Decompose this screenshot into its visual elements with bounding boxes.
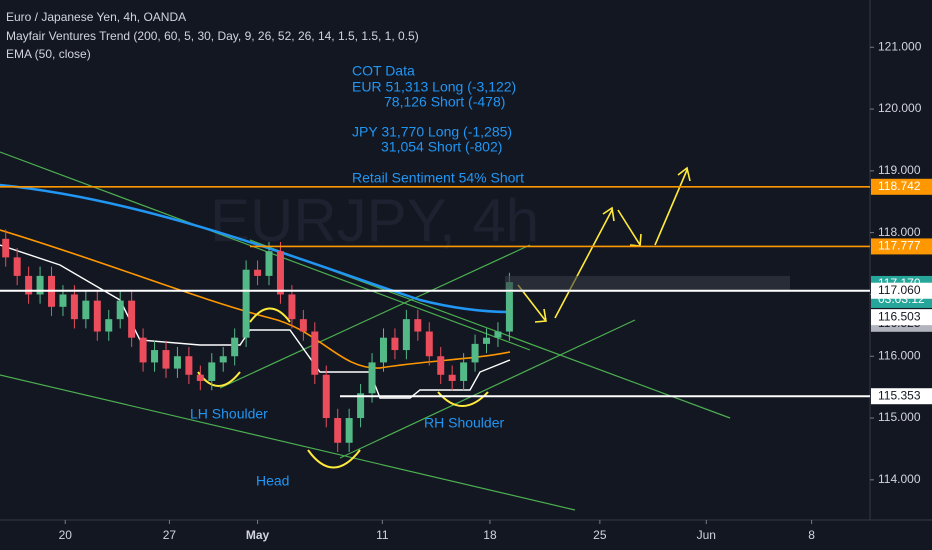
price-label-bg xyxy=(871,238,932,255)
indicator-label: Mayfair Ventures Trend (200, 60, 5, 30, … xyxy=(6,29,419,43)
candle-body xyxy=(70,294,78,320)
candle-body xyxy=(322,374,330,419)
level-band xyxy=(505,275,790,292)
candle-body xyxy=(391,337,399,351)
candle-body xyxy=(368,362,376,394)
candle-body xyxy=(242,269,250,338)
head-arc xyxy=(307,449,361,469)
x-tick-label: 11 xyxy=(376,528,389,542)
candle-body xyxy=(231,337,239,357)
trend-line xyxy=(0,151,531,351)
note: 31,054 Short (-802) xyxy=(381,139,502,155)
candle-body xyxy=(82,300,90,320)
candle-body xyxy=(402,319,410,351)
candle-body xyxy=(105,319,113,332)
x-tick-label: 27 xyxy=(163,528,177,542)
price-label: 117.777 xyxy=(878,239,921,253)
candle-body xyxy=(460,362,468,381)
price-label: 117.060 xyxy=(878,283,921,297)
price-label: 118.742 xyxy=(878,179,921,193)
candle-body xyxy=(116,300,124,320)
candle-body xyxy=(265,251,273,276)
candle-body xyxy=(505,282,513,332)
candle-body xyxy=(379,337,387,363)
candle-body xyxy=(185,356,193,375)
y-tick-label: 114.000 xyxy=(878,472,921,486)
x-tick-label: May xyxy=(246,528,270,542)
candle-body xyxy=(59,294,67,307)
candle-body xyxy=(357,393,365,419)
legend-bg xyxy=(0,0,440,66)
chart-title: Euro / Japanese Yen, 4h, OANDA xyxy=(6,10,186,24)
candle-body xyxy=(208,362,216,381)
y-tick-label: 115.000 xyxy=(878,410,921,424)
candle-body xyxy=(425,331,433,357)
price-label: 116.503 xyxy=(878,309,921,323)
ema-200 xyxy=(0,183,511,314)
arrow xyxy=(554,206,615,319)
candle-body xyxy=(2,238,10,258)
candle-body xyxy=(448,374,456,381)
y-tick-label: 120.000 xyxy=(878,101,922,115)
price-label-bg xyxy=(871,178,932,195)
candle-body xyxy=(345,418,353,443)
annotation: LH Shoulder xyxy=(190,406,268,422)
price-label: 115.353 xyxy=(878,388,921,402)
candle-body xyxy=(471,343,479,363)
trend-line xyxy=(219,244,531,389)
candle-body xyxy=(494,331,502,338)
trend-line xyxy=(339,319,636,459)
candle-body xyxy=(414,319,422,332)
x-tick-label: 25 xyxy=(593,528,607,542)
x-tick-label: 20 xyxy=(59,528,73,542)
note: 78,126 Short (-478) xyxy=(384,94,505,110)
candle-body xyxy=(93,300,101,332)
candle-body xyxy=(162,350,170,369)
candle-body xyxy=(254,269,262,276)
indicator-label: EMA (50, close) xyxy=(6,47,91,61)
annotation: RH Shoulder xyxy=(424,415,504,431)
price-label-bg xyxy=(871,282,932,299)
candle-body xyxy=(139,337,147,363)
x-tick-label: 18 xyxy=(483,528,497,542)
arrow xyxy=(654,166,691,246)
candle-body xyxy=(13,257,21,276)
y-tick-label: 118.000 xyxy=(878,225,921,239)
note: COT Data xyxy=(352,63,415,79)
candle-body xyxy=(437,356,445,375)
candle-body xyxy=(173,356,181,369)
annotation: Head xyxy=(256,473,289,489)
y-tick-label: 121.000 xyxy=(878,39,922,53)
candle-body xyxy=(299,319,307,332)
candle-body xyxy=(219,356,227,363)
candle-body xyxy=(196,374,204,381)
note: EUR 51,313 Long (-3,122) xyxy=(352,79,516,95)
y-tick-label: 116.000 xyxy=(878,348,921,362)
candle-body xyxy=(311,331,319,375)
candle-body xyxy=(128,300,136,338)
candle-body xyxy=(276,251,284,295)
candle-body xyxy=(36,275,44,295)
candle-body xyxy=(151,350,159,363)
candle-body xyxy=(334,418,342,443)
watermark: EURJPY, 4h xyxy=(210,187,539,254)
price-label-bg xyxy=(871,309,932,326)
candle-body xyxy=(483,337,491,344)
note: JPY 31,770 Long (-1,285) xyxy=(352,124,512,140)
candle-body xyxy=(288,294,296,320)
trend-line xyxy=(0,374,576,511)
x-tick-label: Jun xyxy=(697,528,716,542)
x-tick-label: 8 xyxy=(808,528,815,542)
price-label-bg xyxy=(871,388,932,405)
neck-arc xyxy=(249,307,291,323)
y-tick-label: 119.000 xyxy=(878,163,921,177)
note: Retail Sentiment 54% Short xyxy=(352,170,524,186)
candle-body xyxy=(25,275,33,295)
